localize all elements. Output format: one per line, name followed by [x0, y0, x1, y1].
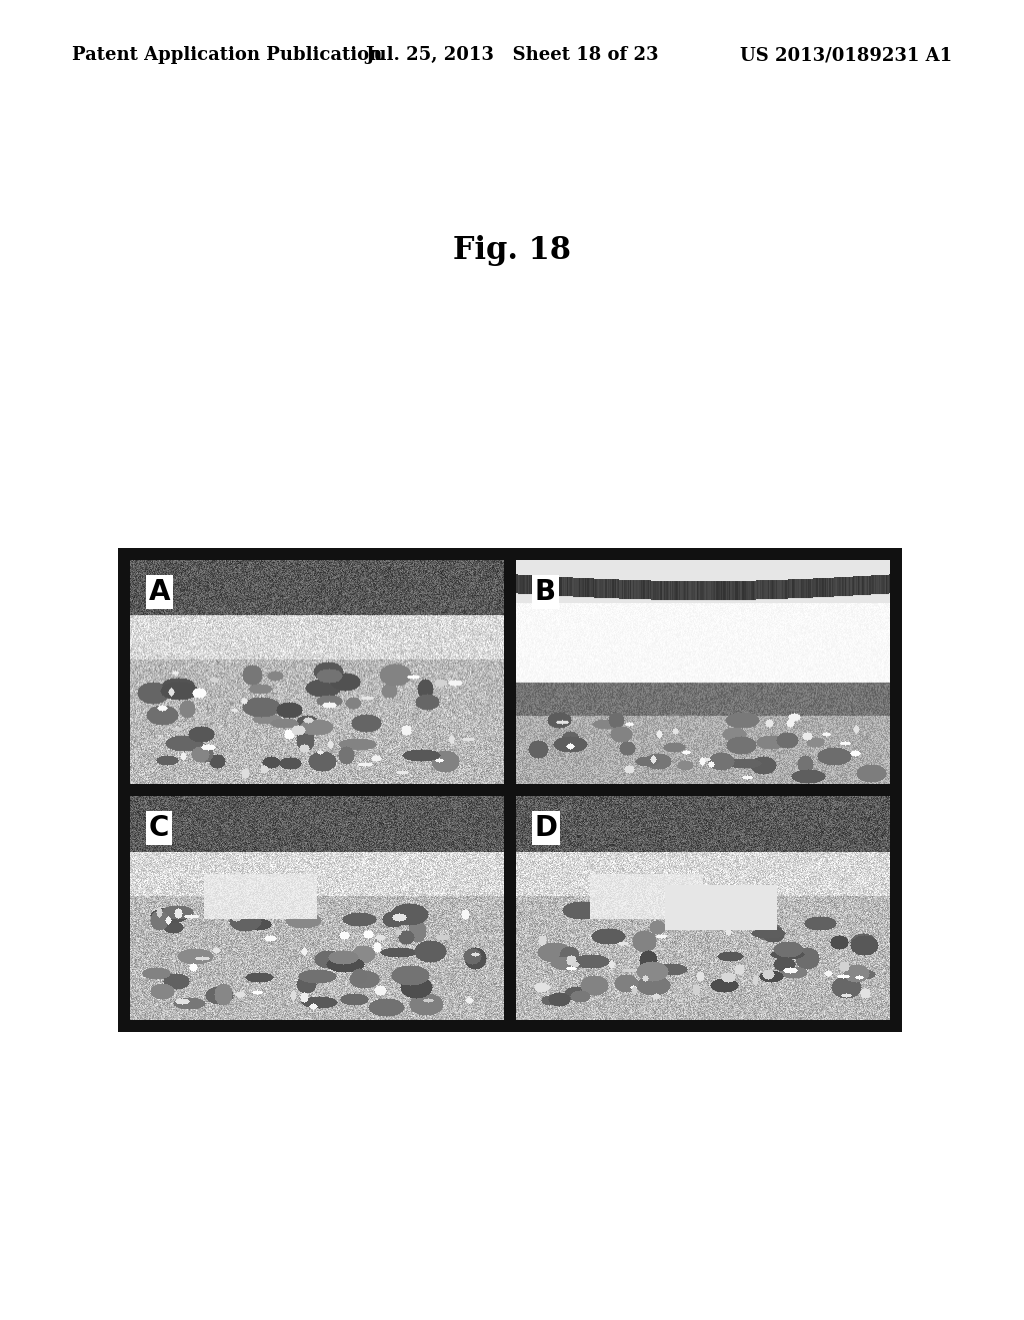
Text: C: C: [148, 814, 169, 842]
Text: D: D: [535, 814, 558, 842]
Text: A: A: [148, 578, 170, 606]
Text: Patent Application Publication: Patent Application Publication: [72, 46, 382, 63]
Bar: [118, 548, 902, 1032]
Bar: [130, 787, 890, 793]
Text: Jul. 25, 2013   Sheet 18 of 23: Jul. 25, 2013 Sheet 18 of 23: [366, 46, 658, 63]
Bar: [507, 560, 513, 1020]
Text: US 2013/0189231 A1: US 2013/0189231 A1: [740, 46, 952, 63]
Text: Fig. 18: Fig. 18: [453, 235, 571, 265]
Text: B: B: [535, 578, 556, 606]
